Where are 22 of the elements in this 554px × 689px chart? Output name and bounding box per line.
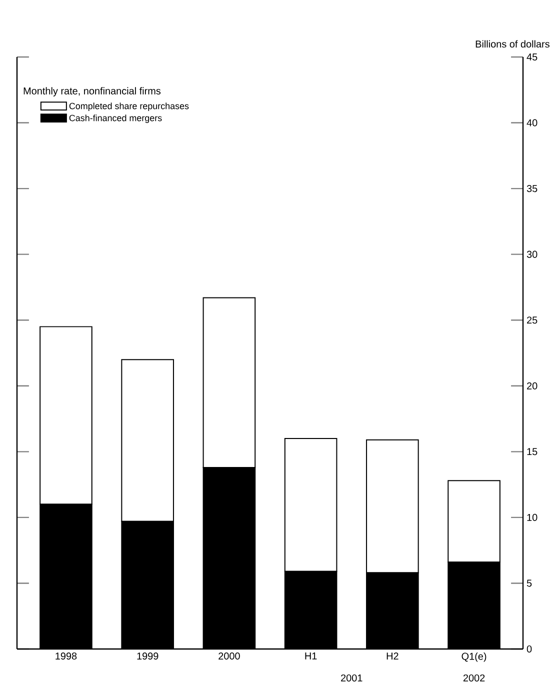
y-tick-label: 35 bbox=[526, 185, 538, 192]
x-tick-label: 1999 bbox=[137, 652, 158, 660]
legend-label: Completed share repurchases bbox=[69, 102, 189, 111]
text: Monthly rate, nonfinancial firms bbox=[24, 87, 161, 96]
y-tick-label: 15 bbox=[527, 448, 538, 456]
x-tick-label: 1998 bbox=[56, 652, 77, 660]
y-tick-label: 25 bbox=[527, 316, 538, 324]
y-tick-label: 5 bbox=[526, 580, 532, 587]
y-tick-label: 40 bbox=[526, 119, 538, 126]
y-tick-label: 45 bbox=[526, 54, 538, 60]
y-tick-label: 30 bbox=[526, 250, 538, 258]
y-axis-title: Billions of dollars bbox=[476, 40, 550, 48]
x-tick-label: Q1(e) bbox=[462, 652, 486, 662]
x-tick-label: 2000 bbox=[218, 652, 240, 660]
y-tick-label: 20 bbox=[527, 382, 538, 390]
legend-label: Cash-financed mergers bbox=[69, 114, 162, 123]
x-tick-label: H1 bbox=[305, 652, 317, 660]
x-tick-label: H2 bbox=[386, 652, 398, 660]
text: 2001 bbox=[341, 674, 362, 682]
y-tick-label: 10 bbox=[527, 514, 538, 521]
y-tick-label: 0 bbox=[526, 645, 532, 653]
text: 2002 bbox=[463, 674, 485, 682]
